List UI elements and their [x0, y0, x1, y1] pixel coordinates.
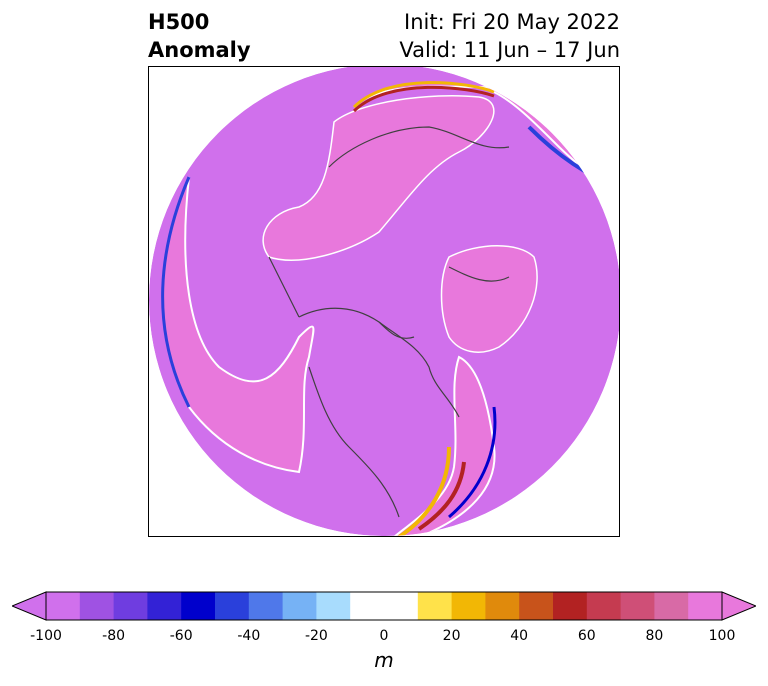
- init-date: Init: Fri 20 May 2022: [404, 10, 620, 34]
- valid-range: Valid: 11 Jun – 17 Jun: [399, 38, 620, 62]
- colorbar-cell: [248, 592, 284, 620]
- map-subtitle: Init: Fri 20 May 2022 Valid: 11 Jun – 17…: [399, 8, 620, 64]
- colorbar-tick-label: 80: [645, 628, 664, 644]
- colorbar-high-extend: [721, 591, 756, 621]
- colorbar-cell: [181, 592, 216, 620]
- colorbar-unit-label: m: [374, 648, 394, 672]
- colorbar-cell: [113, 592, 148, 620]
- colorbar-cell: [553, 592, 588, 620]
- colorbar-cell: [586, 592, 622, 620]
- colorbar-cell: [620, 592, 655, 620]
- colorbar-cell: [688, 592, 723, 620]
- title-field-type: Anomaly: [148, 38, 251, 62]
- positive-anomaly-russia: [262, 94, 495, 261]
- colorbar-cell: [451, 592, 486, 620]
- anomaly-map-svg: [149, 67, 619, 536]
- colorbar-cell: [316, 592, 351, 620]
- colorbar-low-extend: [12, 591, 47, 621]
- positive-anomaly-atlantic: [440, 245, 538, 353]
- colorbar-cell: [485, 592, 520, 620]
- colorbar-cell: [282, 592, 317, 620]
- colorbar-cell: [417, 592, 453, 620]
- colorbar-tick-label: 40: [510, 628, 529, 644]
- colorbar-tick-label: 0: [379, 628, 389, 644]
- polar-map: [148, 66, 620, 537]
- colorbar-cell: [79, 592, 115, 620]
- colorbar-cell: [519, 592, 554, 620]
- colorbar-tick-label: -80: [102, 628, 126, 644]
- colorbar-cell: [654, 592, 689, 620]
- colorbar-tick-label: 60: [577, 628, 596, 644]
- colorbar-cell: [147, 592, 182, 620]
- title-variable: H500: [148, 10, 210, 34]
- colorbar-tick-label: -40: [237, 628, 261, 644]
- colorbar-cell: [215, 592, 250, 620]
- colorbar-cell: [350, 592, 385, 620]
- colorbar-tick-label: -100: [30, 628, 62, 644]
- colorbar-tick-label: 100: [708, 628, 736, 644]
- colorbar-tick-label: -20: [304, 628, 328, 644]
- map-title: H500 Anomaly: [148, 8, 251, 64]
- colorbar-cell: [384, 592, 419, 620]
- positive-anomaly-west-atlantic: [391, 355, 496, 536]
- colorbar-tick-label: -60: [169, 628, 193, 644]
- colorbar: [12, 591, 756, 621]
- colorbar-cell: [46, 592, 81, 620]
- colorbar-tick-label: 20: [442, 628, 461, 644]
